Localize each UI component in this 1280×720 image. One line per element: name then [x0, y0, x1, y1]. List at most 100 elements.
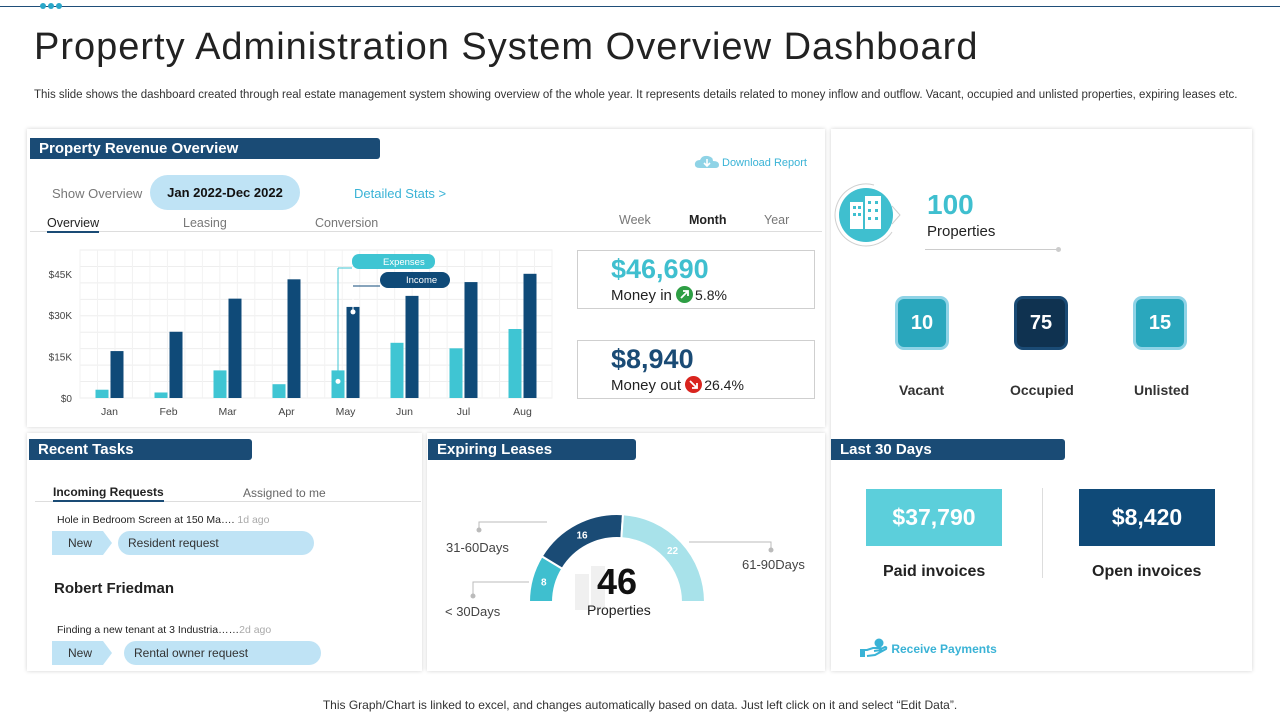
expiring-leases-gauge: 8 16 22: [470, 513, 774, 610]
x-tick-label: Aug: [513, 406, 532, 418]
tab-incoming-requests[interactable]: Incoming Requests: [53, 485, 164, 502]
leader-dot: [476, 527, 482, 533]
bar-income: [346, 306, 360, 398]
leases-total: 46: [597, 561, 638, 602]
show-overview-label: Show Overview: [52, 186, 143, 201]
period-week[interactable]: Week: [619, 213, 651, 227]
top-rule: [0, 6, 1280, 7]
gauge-segment-value: 22: [667, 546, 679, 557]
bar-income: [169, 331, 183, 398]
page-title: Property Administration System Overview …: [34, 26, 979, 68]
arrow-up-icon: [676, 286, 694, 303]
bar-expenses: [272, 384, 286, 398]
tab-leasing[interactable]: Leasing: [183, 216, 227, 230]
task-1-type: Resident request: [118, 531, 314, 555]
open-invoices-value: $8,420: [1079, 489, 1215, 546]
tasks-tabs-divider: [35, 501, 421, 502]
download-report-label: Download Report: [722, 157, 807, 169]
leader-line-31-60: [478, 521, 547, 530]
y-tick-label: $15K: [49, 353, 73, 364]
slide-dots: [40, 3, 62, 9]
x-tick-label: Feb: [159, 406, 177, 418]
bar-expenses: [449, 348, 463, 398]
task-2-time: 2d ago: [239, 624, 272, 636]
invoices-divider: [1042, 488, 1043, 578]
x-tick-label: May: [336, 406, 357, 418]
task-1-time: 1d ago: [237, 514, 270, 526]
receive-payments-link[interactable]: Receive Payments: [860, 638, 997, 658]
y-tick-label: $30K: [49, 311, 73, 322]
tab-conversion[interactable]: Conversion: [315, 216, 379, 230]
expiring-leases-title: Expiring Leases: [428, 439, 636, 460]
money-out-row: Money out 26.4%: [611, 376, 744, 394]
y-tick-label: $0: [61, 394, 73, 405]
vacant-label: Vacant: [899, 382, 945, 398]
recent-tasks-title: Recent Tasks: [29, 439, 252, 460]
task-2-type: Rental owner request: [124, 641, 321, 665]
revenue-bar-chart: $0 $15K $30K $45K Jan Feb Mar Apr May Jun Jul Aug Ex…: [49, 249, 553, 418]
callout-dot-income: [350, 309, 356, 315]
page-description: This slide shows the dashboard created t…: [34, 89, 1238, 101]
open-invoices-label: Open invoices: [1092, 563, 1202, 580]
money-in-value: $46,690: [611, 254, 709, 284]
period-month[interactable]: Month: [689, 213, 727, 227]
occupied-count: 75: [1017, 299, 1065, 347]
bar-income: [228, 298, 242, 398]
money-out-value: $8,940: [611, 344, 694, 374]
gauge-segment-value: 16: [576, 531, 588, 542]
unlisted-label: Unlisted: [1134, 382, 1190, 398]
x-tick-label: Jul: [457, 406, 470, 418]
unlisted-count: 15: [1136, 299, 1184, 347]
x-tick-label: Jun: [396, 406, 413, 418]
tabs-divider: [30, 231, 822, 232]
vacant-count: 10: [898, 299, 946, 347]
revenue-panel-title: Property Revenue Overview: [30, 138, 380, 159]
task-2-text[interactable]: Finding a new tenant at 3 Industria……2d …: [57, 624, 271, 636]
legend-expenses-box: [352, 254, 435, 269]
plot-area: [79, 249, 553, 399]
task-1-title: Hole in Bedroom Screen at 150 Ma….: [57, 514, 235, 526]
arrow-down-icon: [685, 376, 703, 393]
gauge-segment: [620, 513, 707, 603]
date-range-button[interactable]: Jan 2022-Dec 2022: [150, 175, 300, 210]
bar-income: [110, 351, 124, 398]
lease-label-31-60: 31-60Days: [446, 540, 509, 555]
tab-assigned-to-me[interactable]: Assigned to me: [243, 486, 326, 500]
leader-dot: [470, 593, 476, 599]
tab-overview[interactable]: Overview: [47, 216, 100, 233]
receive-payments-label: Receive Payments: [891, 642, 997, 656]
bar-income: [523, 273, 537, 398]
cloud-download-icon: [694, 155, 719, 168]
leader-line-61-90: [689, 541, 772, 550]
expiring-leases-panel: [427, 433, 825, 671]
period-year[interactable]: Year: [764, 213, 790, 227]
properties-divider: [925, 249, 1058, 250]
x-tick-label: Apr: [278, 406, 295, 418]
legend-income-box: [380, 272, 450, 288]
x-tick-label: Mar: [218, 406, 237, 418]
bar-expenses: [213, 370, 227, 398]
money-out-label: Money out: [611, 377, 682, 394]
bar-income: [405, 295, 419, 398]
task-1-text[interactable]: Hole in Bedroom Screen at 150 Ma…. 1d ag…: [57, 514, 269, 526]
bar-expenses: [154, 392, 168, 398]
detailed-stats-link[interactable]: Detailed Stats >: [354, 186, 447, 201]
bar-expenses: [331, 370, 345, 398]
y-tick-label: $45K: [49, 270, 73, 281]
lease-label-61-90: 61-90Days: [742, 557, 805, 572]
money-in-pct: 5.8%: [695, 287, 727, 303]
bar-expenses: [390, 342, 404, 398]
properties-divider-dot: [1056, 247, 1061, 252]
money-in-row: Money in 5.8%: [611, 286, 727, 304]
download-report-link[interactable]: Download Report: [694, 155, 807, 169]
bar-expenses: [95, 389, 109, 398]
bar-expenses: [508, 329, 522, 398]
task-2-status: New: [52, 641, 112, 665]
paid-invoices-label: Paid invoices: [883, 563, 986, 580]
faded-building-shape: [591, 566, 605, 610]
footer-note: This Graph/Chart is linked to excel, and…: [322, 698, 958, 712]
hand-coin-icon: [860, 638, 888, 657]
callout-dot-expenses: [335, 378, 341, 384]
building-icon: [834, 183, 901, 247]
bar-income: [287, 279, 301, 398]
